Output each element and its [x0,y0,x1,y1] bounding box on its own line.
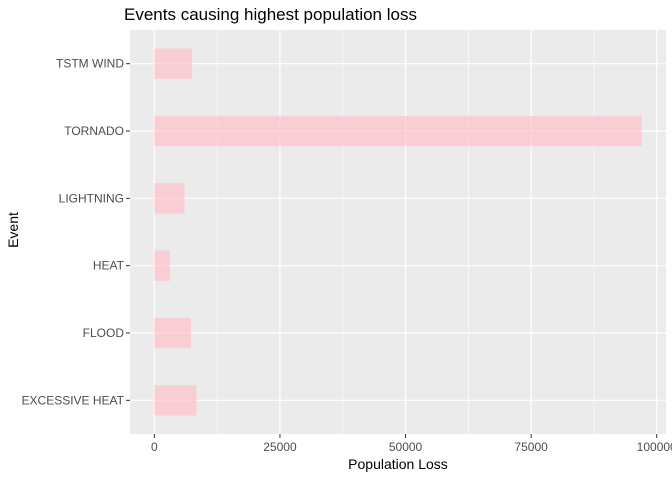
x-tick-label: 100000 [637,440,672,454]
y-tick-label: TORNADO [64,124,124,138]
bar [154,115,642,147]
plot-panel [130,30,666,434]
x-tick-label: 75000 [514,440,548,454]
x-tick-label: 0 [151,440,158,454]
y-tick-label: LIGHTNING [59,191,124,205]
y-tick-label: EXCESSIVE HEAT [22,393,125,407]
bar [154,250,170,281]
y-tick-label: HEAT [93,259,125,273]
y-axis-title: Event [5,212,21,248]
x-axis-title: Population Loss [348,456,448,472]
x-tick-label: 25000 [263,440,297,454]
y-tick-label: TSTM WIND [56,57,124,71]
chart-title: Events causing highest population loss [124,5,417,24]
bar [154,317,192,349]
bar [154,183,185,214]
grid-lines [130,30,666,434]
axes: 0 25000 50000 75000 100000 EXCESSIVE HEAT FLOO… [22,57,672,454]
x-tick-label: 50000 [389,440,423,454]
bar [154,48,193,79]
y-tick-label: FLOOD [83,326,125,340]
bar [154,385,197,416]
bars [154,48,642,416]
